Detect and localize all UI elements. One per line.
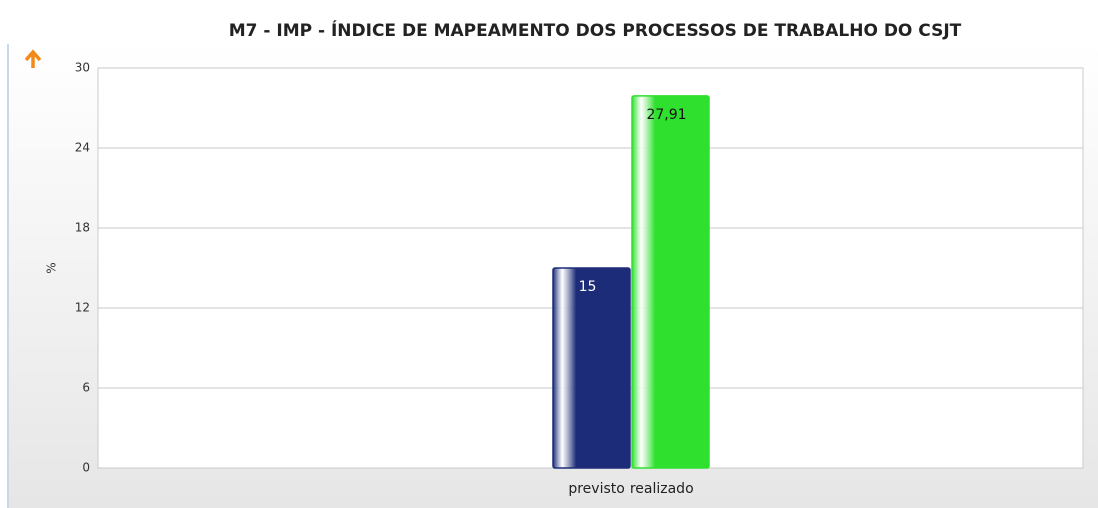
- value-label: 27,91: [646, 107, 686, 123]
- y-tick-label: 24: [75, 141, 90, 155]
- bar: [631, 95, 710, 469]
- y-tick-label: 12: [75, 301, 90, 315]
- x-axis-label: previsto realizado: [568, 481, 693, 497]
- y-axis-label: %: [45, 262, 59, 273]
- value-label: 15: [579, 279, 597, 295]
- y-tick-label: 0: [82, 461, 90, 475]
- series-name: previsto: [568, 481, 624, 497]
- y-tick-label: 18: [75, 221, 90, 235]
- bar: [552, 267, 631, 469]
- chart-title: M7 - IMP - ÍNDICE DE MAPEAMENTO DOS PROC…: [229, 19, 962, 41]
- series-name: realizado: [630, 481, 694, 497]
- y-tick-label: 6: [82, 381, 90, 395]
- y-tick-label: 30: [75, 61, 90, 75]
- arrow-icon[interactable]: [24, 49, 42, 68]
